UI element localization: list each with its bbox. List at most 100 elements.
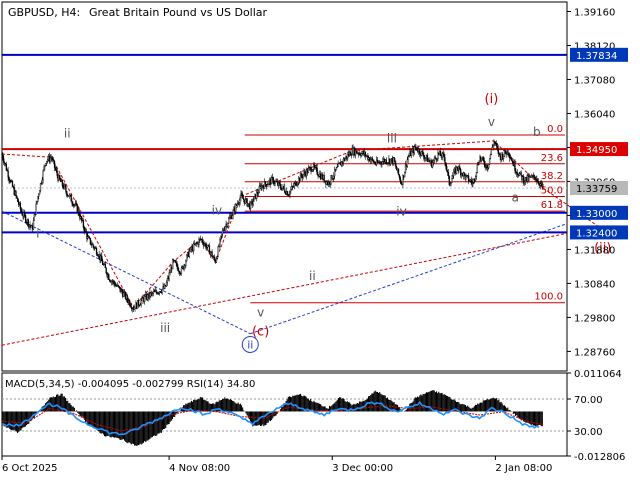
candle-body xyxy=(445,162,447,167)
candle-body xyxy=(232,210,234,216)
candle-body xyxy=(439,151,442,156)
candle-body xyxy=(359,153,361,156)
candle-body xyxy=(159,291,162,293)
price-label-1.33000-text: 1.33000 xyxy=(576,209,617,220)
candle-body xyxy=(408,155,410,158)
candle-body xyxy=(426,155,429,163)
fib-label-23.6: 23.6 xyxy=(541,153,563,164)
candle-body xyxy=(272,177,274,184)
candle-body xyxy=(202,242,204,246)
main-plot-frame xyxy=(1,1,568,372)
candle-body xyxy=(279,183,281,188)
candle-body xyxy=(152,291,155,294)
candle-body xyxy=(304,171,306,174)
candle-body xyxy=(165,282,168,287)
candle-body xyxy=(371,157,373,160)
candle-body xyxy=(323,175,325,182)
candle-body xyxy=(499,152,501,157)
candle-body xyxy=(376,159,379,163)
candle-body xyxy=(5,164,8,171)
candle-body xyxy=(416,147,418,151)
candle-body xyxy=(300,173,303,177)
candle-body xyxy=(432,160,435,163)
candle-body xyxy=(476,164,478,173)
candle-body xyxy=(256,191,258,199)
price-label-current-box xyxy=(570,181,628,196)
indicator-tick-label: 70.00 xyxy=(574,395,603,406)
candle-body xyxy=(178,270,180,272)
candle-body xyxy=(2,153,4,159)
candle-body xyxy=(510,158,513,161)
candle-body xyxy=(29,224,31,227)
candle-body xyxy=(227,222,229,227)
candle-body xyxy=(382,161,384,165)
candle-body xyxy=(473,178,475,183)
candle-body xyxy=(428,159,430,162)
candle-body xyxy=(242,198,245,200)
candle-body xyxy=(258,185,260,193)
wave-label-a: a xyxy=(512,190,519,204)
candle-body xyxy=(283,186,285,189)
candle-body xyxy=(369,159,372,162)
fib-label-0.0: 0.0 xyxy=(547,124,563,135)
wave-label-v: v xyxy=(257,306,264,320)
candle-body xyxy=(487,167,489,170)
candle-body xyxy=(273,183,275,185)
candle-body xyxy=(246,198,248,207)
indicator-tick-label: 0.011064 xyxy=(574,369,622,380)
candle-body xyxy=(41,179,43,184)
wave-label-iv: iv xyxy=(396,204,406,218)
candle-body xyxy=(516,172,519,175)
candle-body xyxy=(423,155,425,159)
candle-body xyxy=(446,170,449,173)
candle-body xyxy=(437,152,439,160)
candle-body xyxy=(45,163,47,166)
candle-body xyxy=(206,247,208,249)
fib-label-61.8: 61.8 xyxy=(541,200,563,211)
candle-body xyxy=(53,159,55,162)
candle-body xyxy=(228,217,231,219)
candle-body xyxy=(514,162,516,171)
candle-body xyxy=(164,284,166,289)
candle-body xyxy=(453,170,455,177)
candle-body xyxy=(113,280,115,284)
candle-body xyxy=(89,238,92,245)
candle-body xyxy=(51,157,53,160)
candle-body xyxy=(477,164,479,166)
candle-body xyxy=(340,161,343,166)
candle-body xyxy=(536,179,538,182)
candle-body xyxy=(302,174,304,178)
candle-body xyxy=(355,150,358,154)
wave-label-primary-(c): (c) xyxy=(252,324,269,339)
candle-body xyxy=(489,154,492,159)
candle-body xyxy=(312,169,314,171)
candle-body xyxy=(87,236,89,239)
candle-body xyxy=(481,158,483,161)
candle-body xyxy=(433,157,436,161)
candle-body xyxy=(262,185,264,187)
price-tick-label: 1.28760 xyxy=(574,347,615,358)
candle-body xyxy=(281,187,283,191)
candle-body xyxy=(329,182,331,185)
fibonacci-retracement: 0.0 23.6 38.2 50.0 61.8 100.0 xyxy=(244,124,565,304)
candle-body xyxy=(407,156,409,160)
candle-body xyxy=(397,168,400,175)
candle-body xyxy=(88,237,91,239)
price-series xyxy=(1,139,544,313)
candle-body xyxy=(483,160,485,165)
wave-label-circled-ii: ii xyxy=(247,338,253,351)
candle-body xyxy=(317,173,319,176)
candle-body xyxy=(36,200,38,205)
candle-body xyxy=(174,260,176,263)
candle-body xyxy=(266,184,268,187)
candle-body xyxy=(55,169,57,171)
candle-body xyxy=(480,156,482,161)
candle-body xyxy=(468,181,471,183)
candle-body xyxy=(53,160,56,168)
candle-body xyxy=(25,221,28,223)
candle-body xyxy=(530,175,533,178)
candle-body xyxy=(244,199,246,204)
candle-body xyxy=(289,190,291,195)
